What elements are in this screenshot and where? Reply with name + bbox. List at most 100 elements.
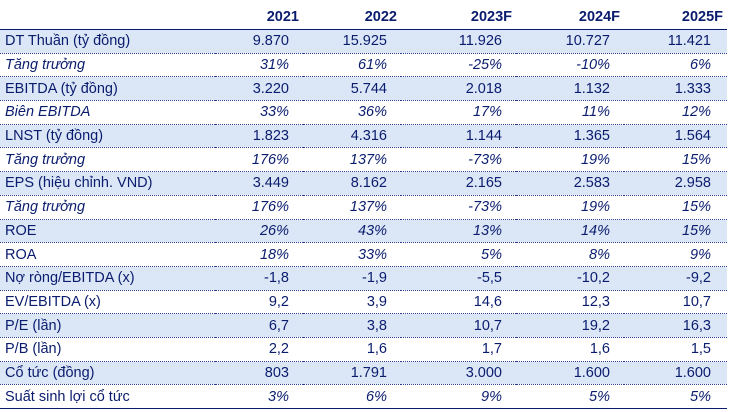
row-value-2024f: 8% (516, 242, 624, 267)
row-value-2025f: 15% (624, 195, 727, 220)
table-row: Tăng trưởng 31% 61% -25% -10% 6% (0, 53, 727, 78)
table-row: P/B (lần) 2,2 1,6 1,7 1,6 1,5 (0, 337, 727, 362)
row-value-2023f: -25% (401, 53, 516, 78)
financial-forecast-table: 2021 2022 2023F 2024F 2025F DT Thuần (tỷ… (0, 4, 727, 409)
table-row: Cổ tức (đồng) 803 1.791 3.000 1.600 1.600 (0, 361, 727, 386)
row-value-2021: 26% (215, 219, 303, 244)
table-row: LNST (tỷ đồng) 1.823 4.316 1.144 1.365 1.564 (0, 124, 727, 149)
row-label: P/E (lần) (0, 313, 215, 338)
row-label: P/B (lần) (0, 337, 215, 362)
row-value-2021: 3% (215, 384, 303, 409)
table-row: Tăng trưởng 176% 137% -73% 19% 15% (0, 147, 727, 173)
row-value-2021: -1,8 (215, 266, 303, 291)
row-value-2023f: 9% (401, 384, 516, 409)
row-value-2023f: 11.926 (401, 29, 516, 54)
row-value-2023f: -73% (401, 195, 516, 220)
row-label: EBITDA (tỷ đồng) (0, 76, 215, 102)
row-label: EV/EBITDA (x) (0, 290, 215, 315)
header-year-2024f: 2024F (516, 4, 624, 30)
row-value-2022: 15.925 (303, 29, 401, 54)
table-body: DT Thuần (tỷ đồng) 9.870 15.925 11.926 10.72… (0, 29, 727, 409)
row-value-2023f: 2.018 (401, 76, 516, 102)
header-year-2021: 2021 (215, 4, 303, 30)
row-value-2022: 6% (303, 384, 401, 409)
row-label: EPS (hiệu chỉnh. VND) (0, 171, 215, 196)
row-value-2021: 6,7 (215, 313, 303, 338)
row-value-2023f: 1,7 (401, 337, 516, 362)
row-label: Suất sinh lợi cổ tức (0, 384, 215, 409)
row-value-2021: 31% (215, 53, 303, 78)
table-row: EPS (hiệu chỉnh. VND) 3.449 8.162 2.165 2.58… (0, 171, 727, 196)
row-value-2025f: 1,5 (624, 337, 727, 362)
row-value-2025f: 15% (624, 219, 727, 244)
row-value-2024f: 19% (516, 147, 624, 173)
table-row: Tăng trưởng 176% 137% -73% 19% 15% (0, 195, 727, 220)
header-year-2025f: 2025F (624, 4, 727, 30)
row-value-2021: 1.823 (215, 124, 303, 149)
header-year-2023f: 2023F (401, 4, 516, 30)
row-value-2025f: 16,3 (624, 313, 727, 338)
row-value-2025f: 5% (624, 384, 727, 409)
row-value-2024f: 1.365 (516, 124, 624, 149)
row-value-2024f: 14% (516, 219, 624, 244)
row-value-2023f: -73% (401, 147, 516, 173)
table-row: EV/EBITDA (x) 9,2 3,9 14,6 12,3 10,7 (0, 290, 727, 315)
row-value-2024f: -10% (516, 53, 624, 78)
row-value-2022: 4.316 (303, 124, 401, 149)
row-value-2023f: 14,6 (401, 290, 516, 315)
row-value-2022: 1,6 (303, 337, 401, 362)
row-label: ROE (0, 219, 215, 244)
row-value-2021: 9,2 (215, 290, 303, 315)
row-value-2025f: 1.333 (624, 76, 727, 102)
table-row: DT Thuần (tỷ đồng) 9.870 15.925 11.926 10.72… (0, 29, 727, 54)
row-value-2025f: 9% (624, 242, 727, 267)
table-row: P/E (lần) 6,7 3,8 10,7 19,2 16,3 (0, 313, 727, 338)
row-value-2022: 137% (303, 147, 401, 173)
row-value-2021: 18% (215, 242, 303, 267)
table-row: ROA 18% 33% 5% 8% 9% (0, 242, 727, 267)
row-value-2024f: 19% (516, 195, 624, 220)
row-value-2022: -1,9 (303, 266, 401, 291)
row-value-2022: 3,9 (303, 290, 401, 315)
row-value-2022: 1.791 (303, 361, 401, 386)
row-value-2021: 9.870 (215, 29, 303, 54)
row-label: LNST (tỷ đồng) (0, 124, 215, 149)
row-value-2024f: 19,2 (516, 313, 624, 338)
row-value-2023f: 13% (401, 219, 516, 244)
row-value-2024f: -10,2 (516, 266, 624, 291)
header-label-cell (0, 4, 215, 30)
row-value-2023f: 3.000 (401, 361, 516, 386)
row-value-2025f: 6% (624, 53, 727, 78)
table-row: EBITDA (tỷ đồng) 3.220 5.744 2.018 1.132 1.33… (0, 76, 727, 102)
row-value-2024f: 12,3 (516, 290, 624, 315)
row-label: DT Thuần (tỷ đồng) (0, 29, 215, 54)
row-label: Tăng trưởng (0, 195, 215, 220)
row-value-2022: 5.744 (303, 76, 401, 102)
table-row: Suất sinh lợi cổ tức 3% 6% 9% 5% 5% (0, 384, 727, 409)
row-label: ROA (0, 242, 215, 267)
row-value-2021: 3.449 (215, 171, 303, 196)
row-value-2025f: 1.600 (624, 361, 727, 386)
table-row: ROE 26% 43% 13% 14% 15% (0, 219, 727, 244)
row-value-2025f: 12% (624, 100, 727, 125)
row-value-2022: 43% (303, 219, 401, 244)
row-value-2022: 61% (303, 53, 401, 78)
header-year-2022: 2022 (303, 4, 401, 30)
table-row: Biên EBITDA 33% 36% 17% 11% 12% (0, 100, 727, 125)
table-header-row: 2021 2022 2023F 2024F 2025F (0, 4, 727, 30)
row-value-2025f: -9,2 (624, 266, 727, 291)
row-value-2021: 176% (215, 147, 303, 173)
table-row: Nợ ròng/EBITDA (x) -1,8 -1,9 -5,5 -10,2 -9,2 (0, 266, 727, 291)
row-value-2023f: 17% (401, 100, 516, 125)
row-value-2021: 803 (215, 361, 303, 386)
row-value-2021: 176% (215, 195, 303, 220)
row-value-2023f: 1.144 (401, 124, 516, 149)
row-label: Biên EBITDA (0, 100, 215, 125)
row-value-2024f: 1,6 (516, 337, 624, 362)
row-label: Nợ ròng/EBITDA (x) (0, 266, 215, 291)
row-value-2024f: 5% (516, 384, 624, 409)
row-label: Cổ tức (đồng) (0, 361, 215, 386)
row-label: Tăng trưởng (0, 53, 215, 78)
row-value-2024f: 2.583 (516, 171, 624, 196)
row-value-2022: 137% (303, 195, 401, 220)
